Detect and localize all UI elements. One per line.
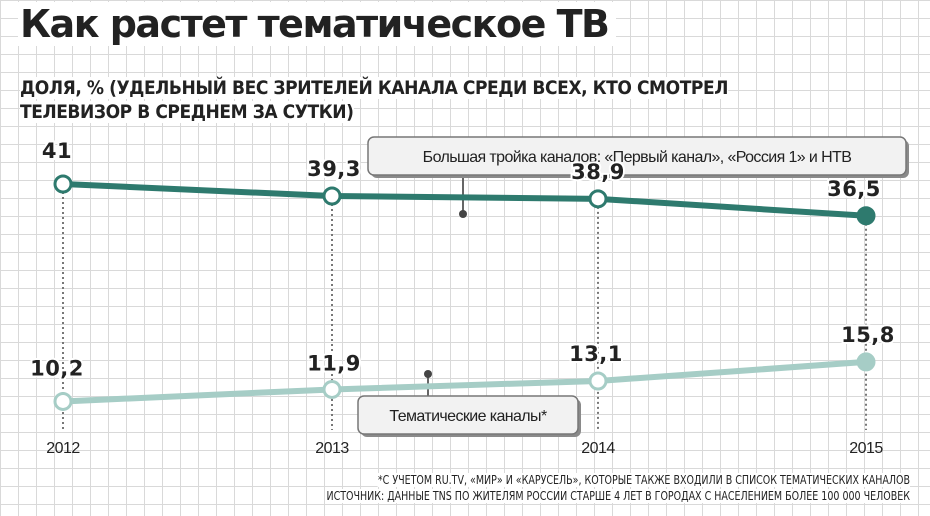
data-value-label: 36,5: [827, 177, 881, 201]
data-value-label: 41: [42, 139, 72, 163]
data-point: [53, 174, 73, 194]
data-value-label: 39,3: [307, 157, 361, 181]
footnotes: *С УЧЕТОМ RU.TV, «МИР» И «КАРУСЕЛЬ», КОТ…: [241, 472, 910, 504]
x-tick-label: 2012: [46, 440, 80, 457]
series-line: [62, 181, 867, 219]
callout-box: [357, 395, 579, 435]
chart-title: Как растет тематическое ТВ: [18, 2, 617, 46]
x-tick-label: 2015: [849, 440, 883, 457]
source-text: ИСТОЧНИК: ДАННЫЕ TNS ПО ЖИТЕЛЯМ РОССИИ С…: [326, 489, 910, 503]
series-line: [62, 358, 867, 405]
data-point: [53, 391, 73, 411]
chart-subtitle: ДОЛЯ, % (УДЕЛЬНЫЙ ВЕС ЗРИТЕЛЕЙ КАНАЛА СР…: [20, 76, 794, 124]
data-value-label: 10,2: [30, 356, 84, 380]
data-point: [588, 371, 608, 391]
callout-anchor-dot: [459, 210, 467, 218]
data-point: [322, 379, 342, 399]
data-point: [588, 189, 608, 209]
data-point: [856, 352, 876, 372]
data-value-label: 11,9: [307, 351, 361, 375]
footnote-text: *С УЧЕТОМ RU.TV, «МИР» И «КАРУСЕЛЬ», КОТ…: [377, 473, 910, 487]
series-legend-label: Тематические каналы*: [389, 408, 547, 425]
data-value-label: 13,1: [569, 342, 623, 366]
series-legend-label: Большая тройка каналов: «Первый канал», …: [423, 149, 852, 166]
data-value-label: 38,9: [571, 160, 625, 184]
data-value-label: 15,8: [841, 323, 895, 347]
data-point: [322, 186, 342, 206]
callout-box: [367, 136, 907, 176]
callout-anchor-dot: [424, 370, 432, 378]
x-tick-label: 2013: [315, 440, 349, 457]
x-tick-label: 2014: [581, 440, 615, 457]
data-point: [856, 206, 876, 226]
